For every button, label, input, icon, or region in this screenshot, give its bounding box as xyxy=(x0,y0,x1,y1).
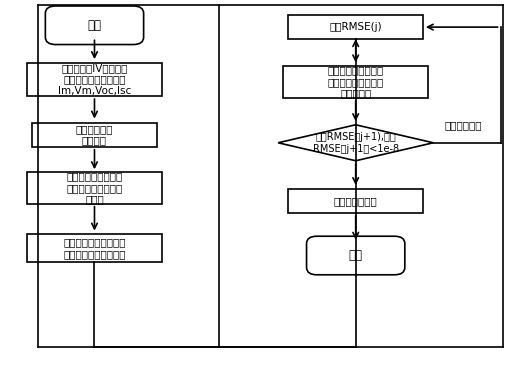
Text: 结束: 结束 xyxy=(349,249,362,262)
Text: 计算RMSE（j+1),判断
RMSE（j+1）<1e-8: 计算RMSE（j+1),判断 RMSE（j+1）<1e-8 xyxy=(313,132,399,154)
FancyBboxPatch shape xyxy=(27,63,162,96)
Text: 得到最终参数值: 得到最终参数值 xyxy=(334,196,378,206)
FancyBboxPatch shape xyxy=(283,65,428,98)
FancyBboxPatch shape xyxy=(307,236,405,275)
Text: 对电池进行IV测试，读
取测试曲线，提取参数
Im,Vm,Voc,Isc: 对电池进行IV测试，读 取测试曲线，提取参数 Im,Vm,Voc,Isc xyxy=(58,63,131,96)
Text: 通过参数近似解析公
式，计算特征参数的
初始值: 通过参数近似解析公 式，计算特征参数的 初始值 xyxy=(67,171,123,205)
Text: 开始: 开始 xyxy=(87,19,101,32)
FancyBboxPatch shape xyxy=(27,234,162,262)
FancyBboxPatch shape xyxy=(32,123,157,147)
FancyBboxPatch shape xyxy=(45,6,144,44)
Text: 在该参数条件下，利
用最小二乘法送代获
得最优参数: 在该参数条件下，利 用最小二乘法送代获 得最优参数 xyxy=(328,65,384,98)
Text: 构建目标函数，定义参
数的上下限和优化选项: 构建目标函数，定义参 数的上下限和优化选项 xyxy=(63,238,126,259)
Polygon shape xyxy=(278,125,433,161)
Text: 否，更新参数: 否，更新参数 xyxy=(445,120,482,130)
Text: 计算RMSE(j): 计算RMSE(j) xyxy=(329,22,382,32)
FancyBboxPatch shape xyxy=(289,189,423,213)
FancyBboxPatch shape xyxy=(289,15,423,39)
FancyBboxPatch shape xyxy=(27,172,162,204)
Text: 建立光伏电池
物理模型: 建立光伏电池 物理模型 xyxy=(76,124,113,145)
